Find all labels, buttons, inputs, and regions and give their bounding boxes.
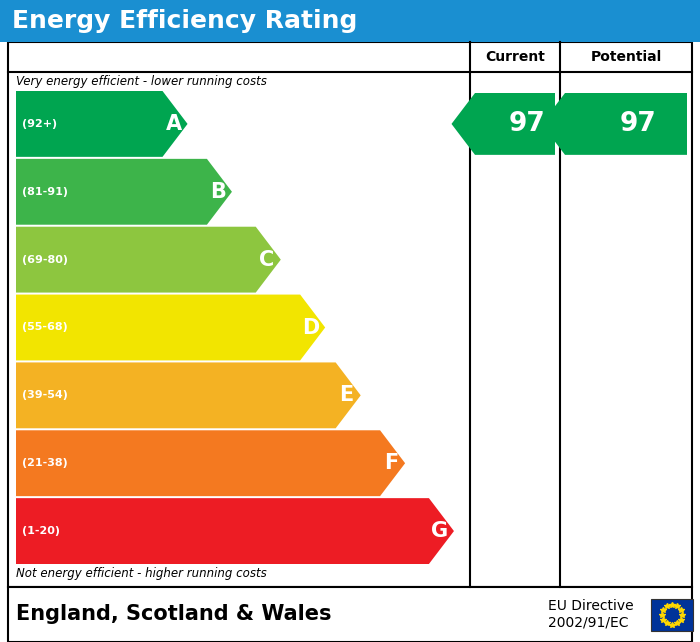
Text: Not energy efficient - higher running costs: Not energy efficient - higher running co… bbox=[16, 567, 267, 580]
Text: G: G bbox=[431, 521, 449, 541]
Polygon shape bbox=[16, 363, 360, 428]
Text: D: D bbox=[302, 318, 320, 338]
Text: Very energy efficient - lower running costs: Very energy efficient - lower running co… bbox=[16, 75, 267, 88]
Text: (81-91): (81-91) bbox=[22, 187, 68, 197]
Text: B: B bbox=[210, 182, 226, 202]
Text: (39-54): (39-54) bbox=[22, 390, 68, 401]
Text: 97: 97 bbox=[508, 111, 545, 137]
Text: (92+): (92+) bbox=[22, 119, 57, 129]
Polygon shape bbox=[452, 93, 555, 155]
Polygon shape bbox=[16, 430, 405, 496]
Text: (21-38): (21-38) bbox=[22, 458, 68, 468]
Polygon shape bbox=[16, 498, 454, 564]
Text: Current: Current bbox=[485, 50, 545, 64]
Bar bbox=[651, 598, 693, 630]
Text: (55-68): (55-68) bbox=[22, 322, 68, 333]
Text: 97: 97 bbox=[620, 111, 656, 137]
Text: (1-20): (1-20) bbox=[22, 526, 60, 536]
Bar bbox=[8, 42, 692, 587]
Text: England, Scotland & Wales: England, Scotland & Wales bbox=[16, 605, 332, 625]
Text: A: A bbox=[165, 114, 181, 134]
Polygon shape bbox=[16, 295, 326, 360]
Bar bbox=[0, 0, 700, 42]
Text: EU Directive
2002/91/EC: EU Directive 2002/91/EC bbox=[548, 600, 634, 630]
Text: E: E bbox=[340, 385, 354, 405]
Text: F: F bbox=[384, 453, 398, 473]
Polygon shape bbox=[16, 227, 281, 293]
Text: Energy Efficiency Rating: Energy Efficiency Rating bbox=[12, 9, 358, 33]
Bar bbox=[8, 587, 692, 642]
Text: Potential: Potential bbox=[590, 50, 662, 64]
Polygon shape bbox=[542, 93, 687, 155]
Text: (69-80): (69-80) bbox=[22, 255, 68, 265]
Text: C: C bbox=[259, 250, 274, 270]
Polygon shape bbox=[16, 91, 188, 157]
Polygon shape bbox=[16, 159, 232, 225]
